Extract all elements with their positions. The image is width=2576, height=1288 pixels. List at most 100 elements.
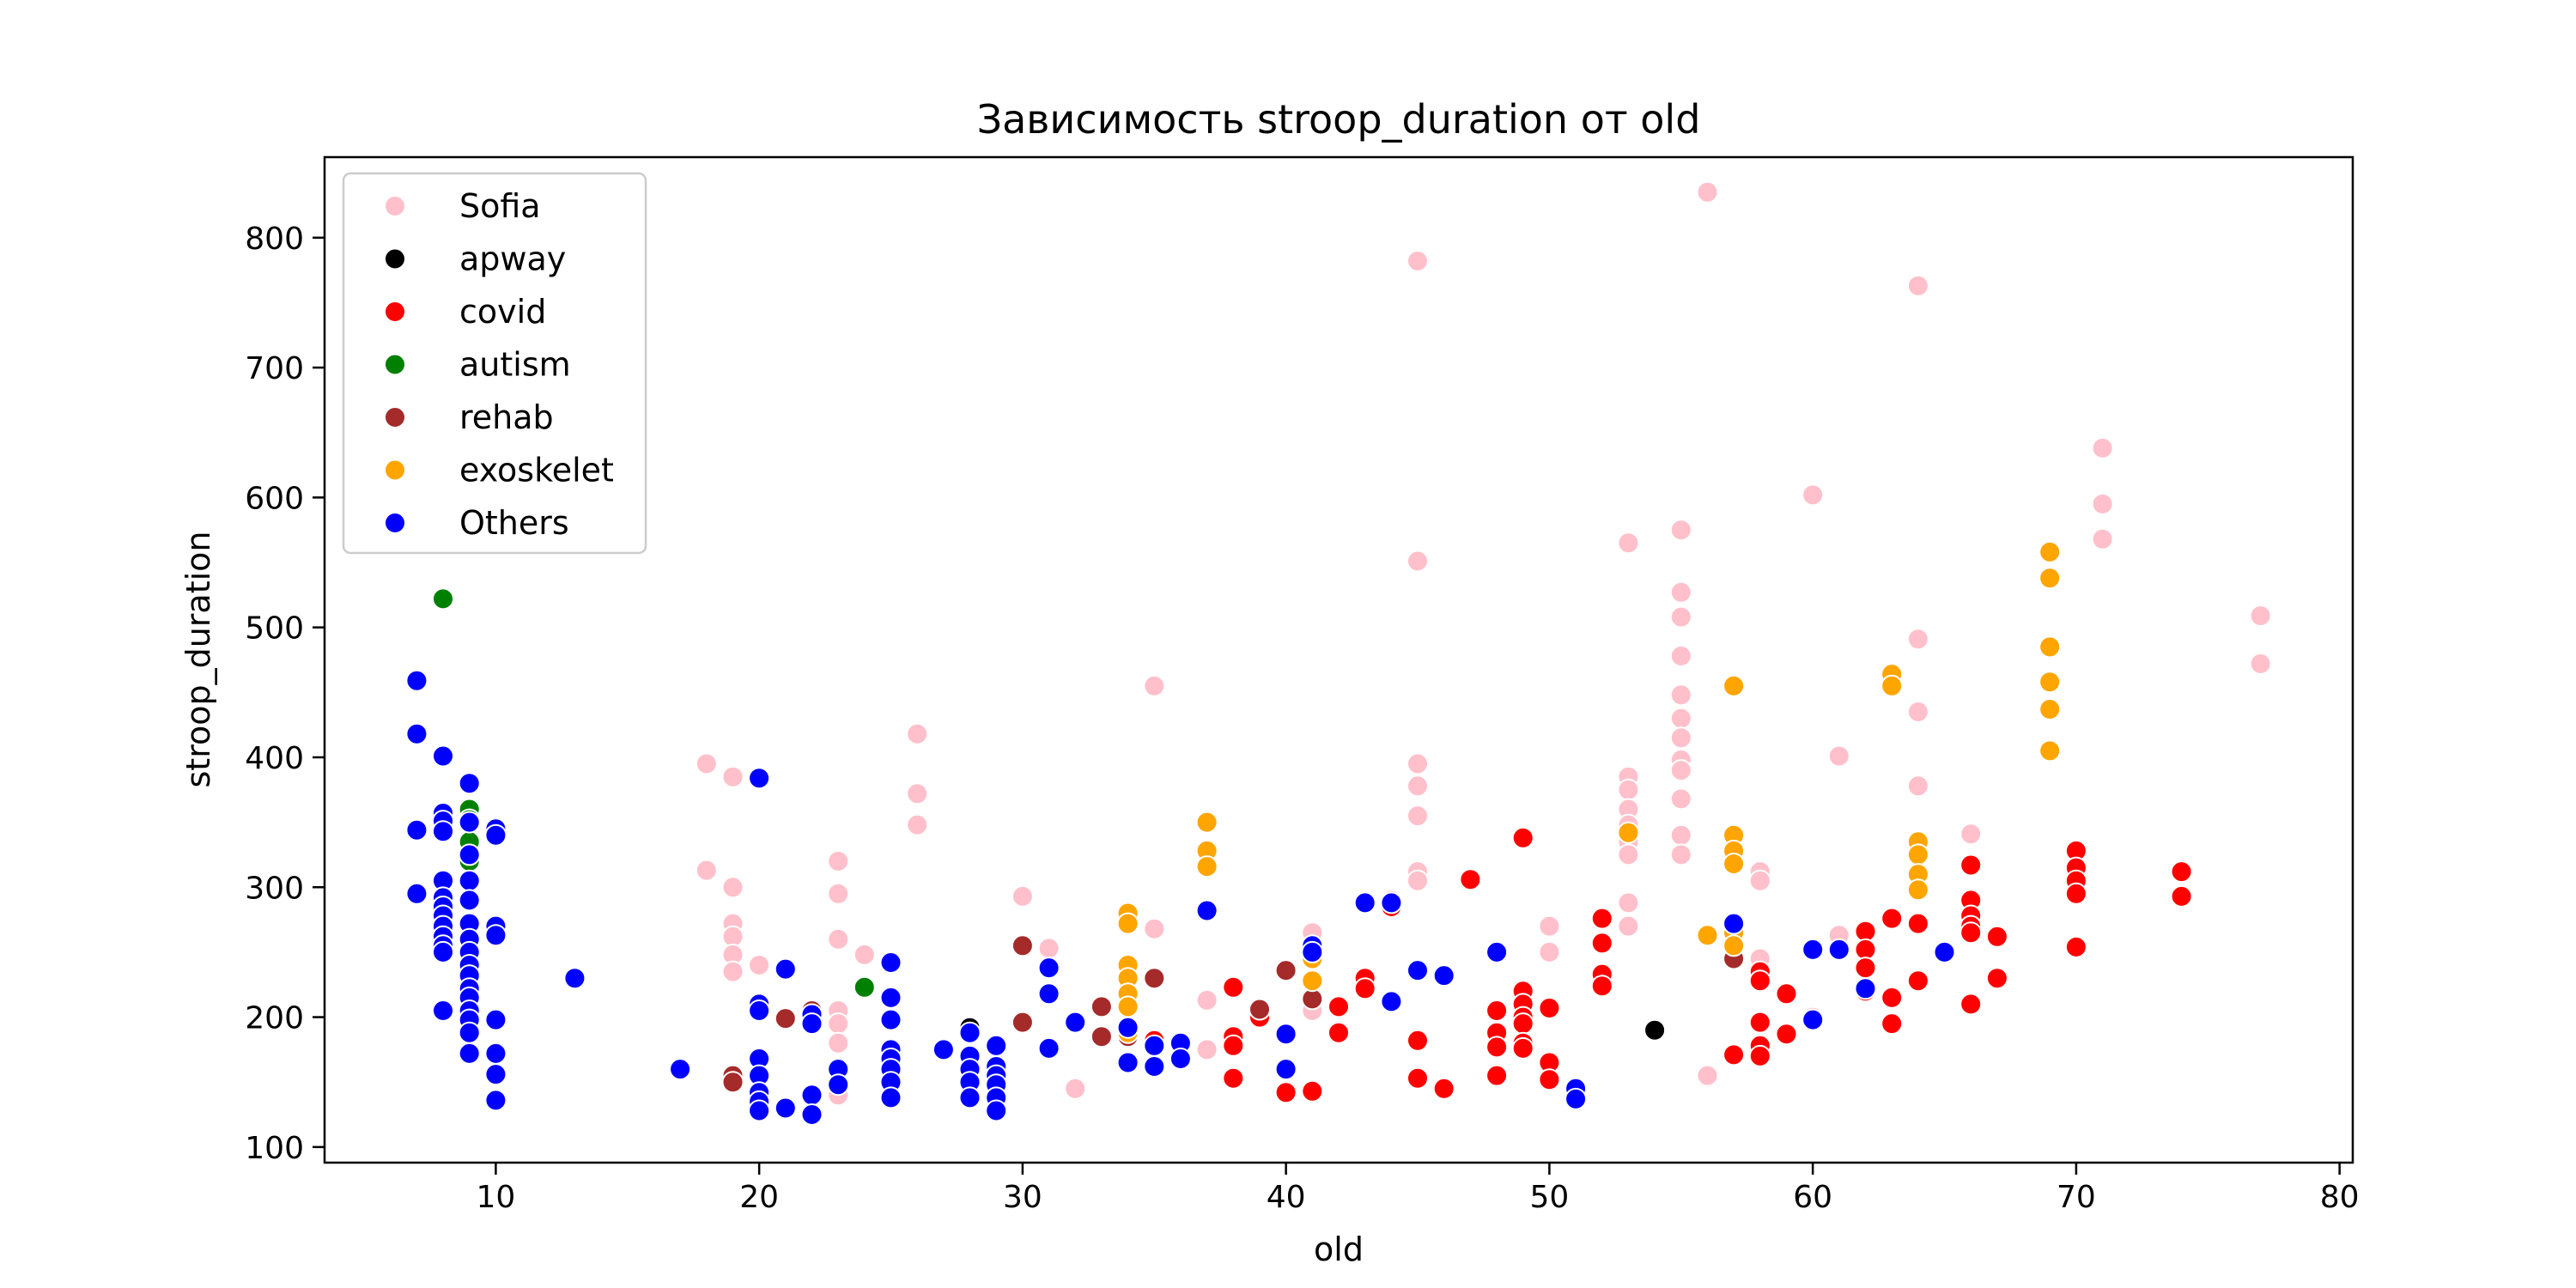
legend-label: Sofia (459, 187, 541, 225)
data-point (985, 1034, 1008, 1057)
data-point (827, 1073, 850, 1097)
data-point (1064, 1077, 1087, 1100)
data-point (1222, 975, 1245, 999)
data-point (1406, 1029, 1429, 1052)
data-point (484, 823, 507, 847)
data-point (695, 859, 718, 882)
data-point (432, 820, 454, 843)
data-point (906, 782, 929, 805)
data-point (1327, 995, 1350, 1018)
data-point (2038, 540, 2062, 563)
legend-item-exoskelet: exoskelet (384, 452, 614, 489)
data-point (1538, 914, 1561, 938)
data-point (1406, 805, 1429, 828)
plot-frame (323, 155, 2354, 1164)
data-point (1037, 1036, 1060, 1060)
data-point (1906, 628, 1929, 651)
data-point (1380, 990, 1403, 1013)
x-tick-label: 10 (476, 1180, 515, 1215)
data-point (1959, 993, 1983, 1016)
series-sofia (695, 180, 2272, 1120)
data-point (1274, 959, 1297, 982)
data-point (1827, 938, 1850, 961)
data-point (879, 951, 902, 974)
data-point (1143, 967, 1166, 990)
data-point (1906, 969, 1929, 993)
data-point (906, 722, 929, 745)
data-point (458, 843, 481, 866)
x-axis-ticks: 10 20 30 40 50 60 70 80 (476, 1163, 2360, 1215)
data-point (458, 772, 481, 795)
data-point (1274, 1081, 1297, 1104)
data-point (1538, 997, 1561, 1019)
data-point (1617, 778, 1640, 801)
data-point (405, 882, 428, 905)
data-point (2038, 739, 2062, 762)
x-tick-label: 80 (2320, 1180, 2360, 1215)
legend-label: Others (459, 504, 569, 542)
data-point (1485, 1064, 1509, 1087)
data-point (1538, 1068, 1561, 1091)
data-point (1169, 1048, 1192, 1070)
data-point (1432, 964, 1455, 987)
data-point (1249, 998, 1271, 1021)
data-point (1037, 937, 1060, 960)
data-point (1617, 843, 1640, 866)
data-point (1116, 912, 1139, 935)
data-point (721, 1071, 744, 1094)
data-point (1775, 982, 1798, 1005)
data-point (405, 818, 428, 841)
legend-label: apway (459, 240, 566, 278)
x-axis-label: old (1314, 1230, 1364, 1268)
data-point (1380, 891, 1403, 914)
data-point (827, 927, 850, 951)
data-point (563, 967, 586, 990)
data-point (1116, 1051, 1139, 1074)
data-point (484, 1063, 507, 1086)
data-point (1669, 580, 1692, 604)
data-point (1801, 1008, 1825, 1031)
data-point (1406, 550, 1429, 573)
data-point (2249, 653, 2272, 675)
chart-title: Зависимость stroop_duration от old (977, 96, 1701, 143)
data-point (1906, 878, 1929, 902)
data-point (774, 1007, 797, 1030)
data-point (1801, 483, 1825, 507)
data-point (1143, 1055, 1166, 1078)
legend-item-rehab: rehab (384, 398, 554, 436)
legend-frame (342, 172, 647, 555)
data-point (1933, 940, 1956, 963)
data-point (1432, 1077, 1455, 1100)
data-point (458, 811, 481, 834)
data-point (1748, 1011, 1771, 1034)
data-point (2038, 635, 2062, 659)
data-point (1906, 274, 1929, 297)
plot-points (405, 180, 2272, 1126)
data-point (484, 1008, 507, 1031)
data-point (1696, 1064, 1719, 1087)
data-point (748, 954, 771, 976)
legend: Sofia apway covid autism rehab exoskelet Other… (342, 172, 647, 555)
data-point (669, 1058, 692, 1081)
data-point (800, 1103, 823, 1126)
legend-item-others: Others (384, 504, 569, 542)
legend-marker (384, 247, 406, 270)
data-point (2170, 860, 2193, 884)
data-point (1906, 701, 1929, 723)
data-point (1669, 683, 1692, 707)
data-point (1748, 1044, 1771, 1067)
data-point (1011, 934, 1034, 957)
legend-label: rehab (459, 398, 554, 436)
data-point (1406, 959, 1429, 982)
data-point (1301, 969, 1324, 993)
data-point (853, 975, 876, 999)
data-point (1037, 982, 1060, 1005)
y-axis-label: stroop_duration (179, 531, 217, 787)
data-point (748, 767, 771, 790)
data-point (721, 765, 744, 788)
x-tick-label: 30 (1003, 1180, 1042, 1215)
data-point (1064, 1011, 1087, 1034)
data-point (827, 882, 850, 905)
data-point (2091, 436, 2114, 459)
data-point (1959, 823, 1983, 846)
